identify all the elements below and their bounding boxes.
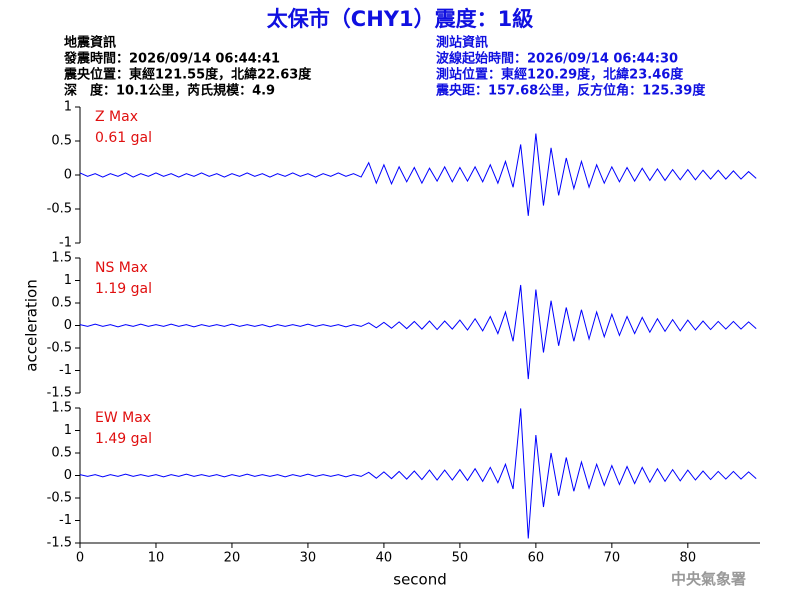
y-tick-label: -1.5 (47, 536, 72, 551)
x-tick-label: 70 (604, 551, 621, 566)
y-tick-label: 0 (64, 168, 72, 183)
info-line: 深 度：10.1公里，芮氏規模：4.9 (64, 83, 275, 99)
y-tick-label: 1.5 (51, 401, 72, 416)
annotation: 0.61 gal (95, 130, 152, 146)
y-tick-label: -0.5 (47, 341, 72, 356)
annotation: 1.49 gal (95, 431, 152, 447)
station-line: 波線起始時間：2026/09/14 06:44:30 (436, 51, 678, 67)
x-tick-label: 10 (148, 551, 165, 566)
x-axis-label: second (393, 571, 447, 589)
y-tick-label: -0.5 (47, 491, 72, 506)
annotation: 1.19 gal (95, 281, 152, 297)
annotation: Z Max (95, 109, 138, 125)
x-tick-label: 0 (76, 551, 84, 566)
info-line: 發震時間：2026/09/14 06:44:41 (63, 51, 280, 67)
annotation: EW Max (95, 410, 151, 426)
waveform (79, 408, 757, 539)
waveform (79, 133, 757, 216)
y-tick-label: -1 (59, 513, 72, 528)
x-tick-label: 50 (452, 551, 469, 566)
y-axis-label: acceleration (23, 279, 41, 371)
station-line: 震央距：157.68公里，反方位角：125.39度 (435, 83, 706, 99)
x-tick-label: 80 (680, 551, 697, 566)
info-line: 震央位置：東經121.55度，北緯22.63度 (63, 67, 312, 83)
y-tick-label: 0.5 (51, 134, 72, 149)
waveform (79, 284, 757, 380)
y-tick-label: 1 (64, 423, 72, 438)
y-tick-label: 1 (64, 100, 72, 115)
x-tick-label: 30 (300, 551, 317, 566)
x-tick-label: 20 (224, 551, 241, 566)
y-tick-label: 0.5 (51, 296, 72, 311)
x-tick-label: 60 (528, 551, 545, 566)
y-tick-label: 0.5 (51, 446, 72, 461)
annotation: NS Max (95, 260, 148, 276)
y-tick-label: -1 (59, 363, 72, 378)
station-line: 測站位置：東經120.29度，北緯23.46度 (436, 67, 684, 83)
y-tick-label: 0 (64, 318, 72, 333)
chart-title: 太保市（CHY1）震度：1級 (267, 7, 533, 31)
y-tick-label: -0.5 (47, 202, 72, 217)
y-tick-label: -1 (59, 236, 72, 251)
x-tick-label: 40 (376, 551, 393, 566)
station-heading: 測站資訊 (436, 35, 488, 51)
y-tick-label: -1.5 (47, 386, 72, 401)
y-tick-label: 1 (64, 273, 72, 288)
y-tick-label: 1.5 (51, 251, 72, 266)
footer: 中央氣象署 (671, 570, 746, 588)
y-tick-label: 0 (64, 468, 72, 483)
info-heading: 地震資訊 (64, 35, 116, 51)
